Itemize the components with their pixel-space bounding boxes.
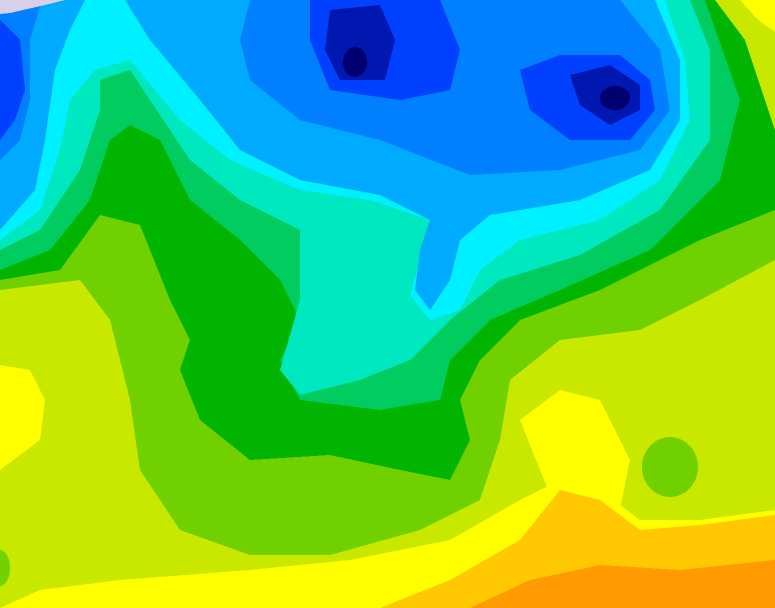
band-green-blob-left (0, 550, 10, 586)
band-dark-blue-center (325, 5, 395, 80)
band-darkest-blue-center (343, 47, 367, 77)
band-yellow-topright (740, 0, 775, 32)
band-green-blob-right (642, 437, 698, 497)
band-blue-left (0, 20, 25, 140)
band-yellow-right (520, 390, 630, 520)
band-yellow-left (0, 365, 45, 470)
band-lavender (0, 0, 65, 14)
band-orange (470, 560, 775, 608)
band-darkest-blue-right (600, 86, 630, 110)
